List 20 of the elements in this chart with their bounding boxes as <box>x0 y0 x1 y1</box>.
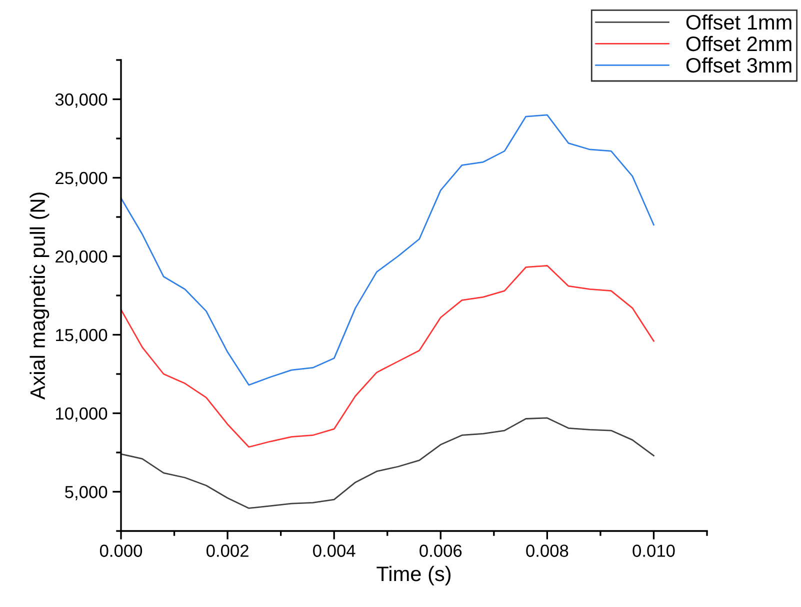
x-tick-label: 0.002 <box>206 544 248 557</box>
y-tick-label: 15,000 <box>56 328 108 344</box>
y-tick-label: 5,000 <box>65 486 108 500</box>
y-tick-label: 30,000 <box>55 93 108 108</box>
x-tick-label: 0.004 <box>313 544 356 557</box>
legend-label: Offset 1mm <box>686 14 792 30</box>
x-axis-title: Time (s) <box>376 566 451 586</box>
y-tick-label: 20,000 <box>56 250 108 265</box>
legend-label: Offset 3mm <box>686 57 792 73</box>
legend-label: Offset 2mm <box>686 36 792 52</box>
x-tick-label: 0.010 <box>632 544 675 557</box>
x-tick-label: 0.006 <box>420 544 462 557</box>
y-axis-title: Axial magnetic pull (N) <box>30 192 50 400</box>
line-series <box>121 114 654 386</box>
y-tick-label: 10,000 <box>56 407 108 422</box>
x-tick-label: 0.008 <box>526 544 568 557</box>
line-series <box>121 264 654 448</box>
y-tick-label: 25,000 <box>56 172 108 186</box>
line-series <box>121 417 654 509</box>
x-tick-label: 0.000 <box>100 544 142 557</box>
